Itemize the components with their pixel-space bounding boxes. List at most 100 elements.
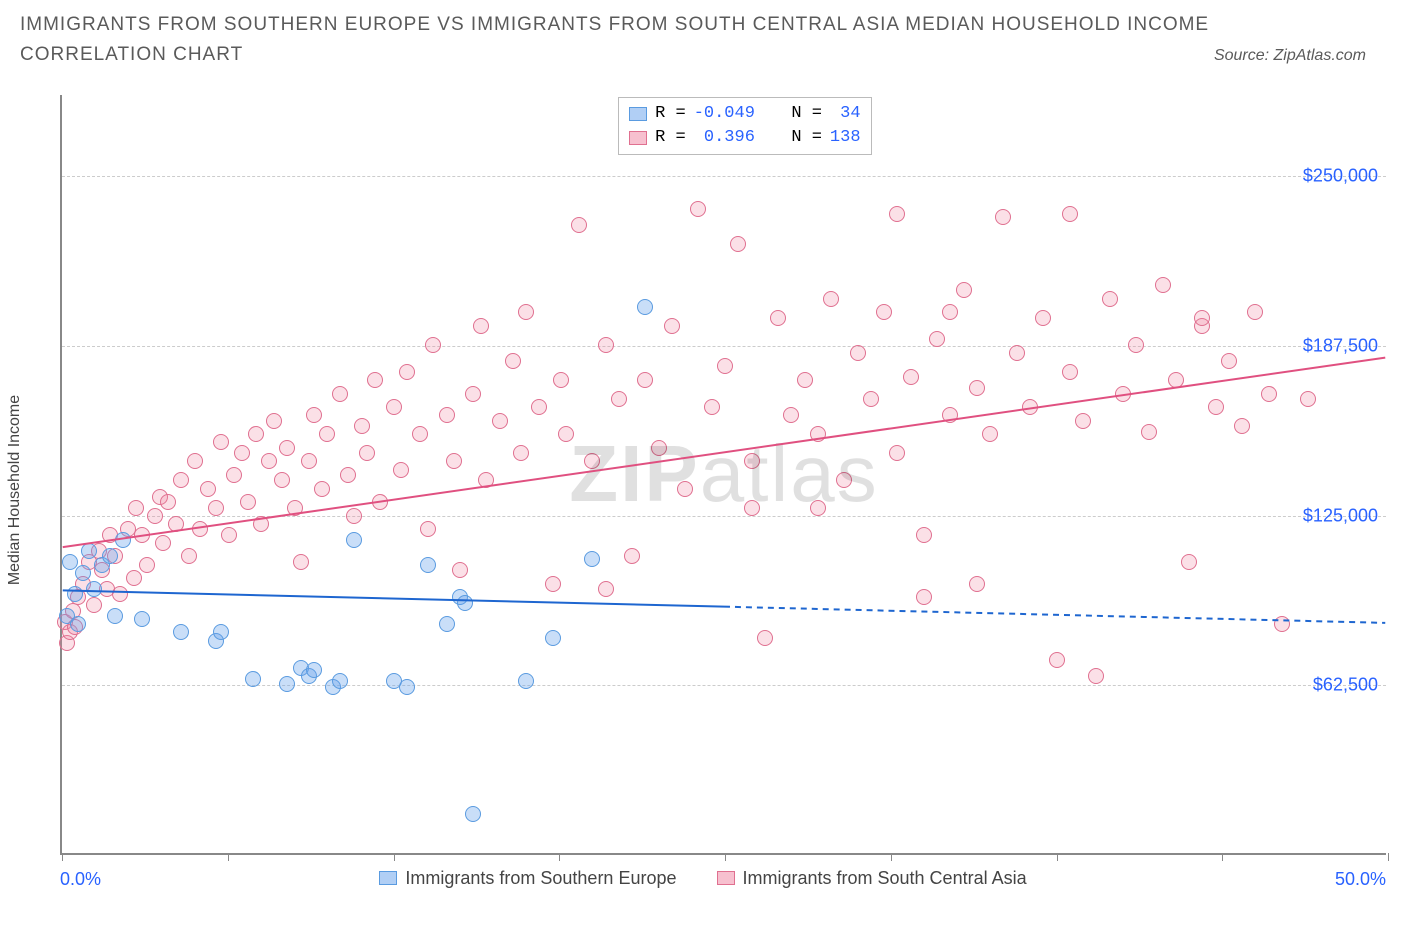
- scatter-point-pink: [354, 418, 370, 434]
- scatter-point-pink: [213, 434, 229, 450]
- scatter-point-blue: [584, 551, 600, 567]
- scatter-point-blue: [399, 679, 415, 695]
- scatter-point-pink: [863, 391, 879, 407]
- scatter-point-pink: [876, 304, 892, 320]
- scatter-point-pink: [293, 554, 309, 570]
- stats-legend-row: R = 0.396 N = 138: [629, 126, 860, 150]
- scatter-point-pink: [505, 353, 521, 369]
- scatter-point-pink: [916, 527, 932, 543]
- scatter-point-pink: [571, 217, 587, 233]
- scatter-point-pink: [492, 413, 508, 429]
- chart-title-line1: IMMIGRANTS FROM SOUTHERN EUROPE VS IMMIG…: [20, 10, 1386, 40]
- scatter-point-pink: [942, 304, 958, 320]
- scatter-point-pink: [624, 548, 640, 564]
- scatter-point-pink: [664, 318, 680, 334]
- scatter-point-blue: [213, 624, 229, 640]
- scatter-point-pink: [168, 516, 184, 532]
- scatter-point-pink: [1300, 391, 1316, 407]
- scatter-point-pink: [1088, 668, 1104, 684]
- y-tick-label: $62,500: [1313, 675, 1378, 696]
- scatter-point-pink: [1141, 424, 1157, 440]
- legend-swatch-blue: [379, 871, 397, 885]
- scatter-point-blue: [134, 611, 150, 627]
- scatter-point-pink: [478, 472, 494, 488]
- scatter-point-pink: [266, 413, 282, 429]
- scatter-point-pink: [359, 445, 375, 461]
- scatter-point-pink: [1115, 386, 1131, 402]
- scatter-point-pink: [744, 500, 760, 516]
- scatter-point-pink: [86, 597, 102, 613]
- scatter-point-pink: [982, 426, 998, 442]
- legend-label: Immigrants from South Central Asia: [743, 868, 1027, 889]
- legend-item: Immigrants from Southern Europe: [379, 868, 676, 889]
- y-axis-label: Median Household Income: [6, 395, 24, 585]
- scatter-point-blue: [332, 673, 348, 689]
- scatter-point-pink: [248, 426, 264, 442]
- gridline-h: [62, 176, 1386, 177]
- scatter-point-pink: [240, 494, 256, 510]
- series-legend: Immigrants from Southern Europe Immigrant…: [20, 868, 1386, 891]
- scatter-point-pink: [386, 399, 402, 415]
- chart-header: IMMIGRANTS FROM SOUTHERN EUROPE VS IMMIG…: [0, 0, 1406, 71]
- scatter-point-pink: [200, 481, 216, 497]
- scatter-point-pink: [1049, 652, 1065, 668]
- scatter-point-blue: [81, 543, 97, 559]
- scatter-point-pink: [1181, 554, 1197, 570]
- scatter-point-pink: [558, 426, 574, 442]
- scatter-point-pink: [155, 535, 171, 551]
- scatter-point-pink: [465, 386, 481, 402]
- scatter-point-pink: [1274, 616, 1290, 632]
- scatter-point-blue: [637, 299, 653, 315]
- scatter-point-blue: [102, 548, 118, 564]
- scatter-point-pink: [420, 521, 436, 537]
- scatter-point-blue: [70, 616, 86, 632]
- stats-legend-row: R = -0.049 N = 34: [629, 102, 860, 126]
- scatter-point-pink: [134, 527, 150, 543]
- scatter-point-pink: [340, 467, 356, 483]
- scatter-point-pink: [903, 369, 919, 385]
- legend-item: Immigrants from South Central Asia: [717, 868, 1027, 889]
- scatter-point-pink: [598, 337, 614, 353]
- scatter-point-pink: [208, 500, 224, 516]
- scatter-point-pink: [810, 426, 826, 442]
- legend-label: Immigrants from Southern Europe: [405, 868, 676, 889]
- scatter-point-pink: [439, 407, 455, 423]
- scatter-point-pink: [531, 399, 547, 415]
- scatter-point-pink: [139, 557, 155, 573]
- scatter-point-pink: [393, 462, 409, 478]
- scatter-point-pink: [1062, 364, 1078, 380]
- scatter-point-pink: [584, 453, 600, 469]
- scatter-point-blue: [420, 557, 436, 573]
- scatter-point-pink: [126, 570, 142, 586]
- scatter-point-pink: [850, 345, 866, 361]
- scatter-point-pink: [1102, 291, 1118, 307]
- scatter-point-pink: [128, 500, 144, 516]
- scatter-point-pink: [287, 500, 303, 516]
- scatter-point-pink: [1168, 372, 1184, 388]
- x-tick: [228, 853, 229, 861]
- scatter-point-pink: [412, 426, 428, 442]
- scatter-point-pink: [253, 516, 269, 532]
- scatter-point-pink: [226, 467, 242, 483]
- scatter-point-pink: [704, 399, 720, 415]
- x-tick: [62, 853, 63, 861]
- gridline-h: [62, 346, 1386, 347]
- scatter-point-pink: [446, 453, 462, 469]
- scatter-point-pink: [147, 508, 163, 524]
- scatter-point-pink: [757, 630, 773, 646]
- legend-swatch-blue: [629, 107, 647, 121]
- scatter-point-blue: [67, 586, 83, 602]
- scatter-point-pink: [889, 445, 905, 461]
- scatter-point-pink: [677, 481, 693, 497]
- stats-legend: R = -0.049 N = 34R = 0.396 N = 138: [618, 97, 871, 155]
- x-tick: [559, 853, 560, 861]
- scatter-point-pink: [1062, 206, 1078, 222]
- scatter-point-blue: [173, 624, 189, 640]
- scatter-point-pink: [452, 562, 468, 578]
- scatter-point-pink: [513, 445, 529, 461]
- scatter-point-blue: [245, 671, 261, 687]
- scatter-point-pink: [1009, 345, 1025, 361]
- scatter-point-pink: [399, 364, 415, 380]
- scatter-point-pink: [301, 453, 317, 469]
- scatter-point-blue: [75, 565, 91, 581]
